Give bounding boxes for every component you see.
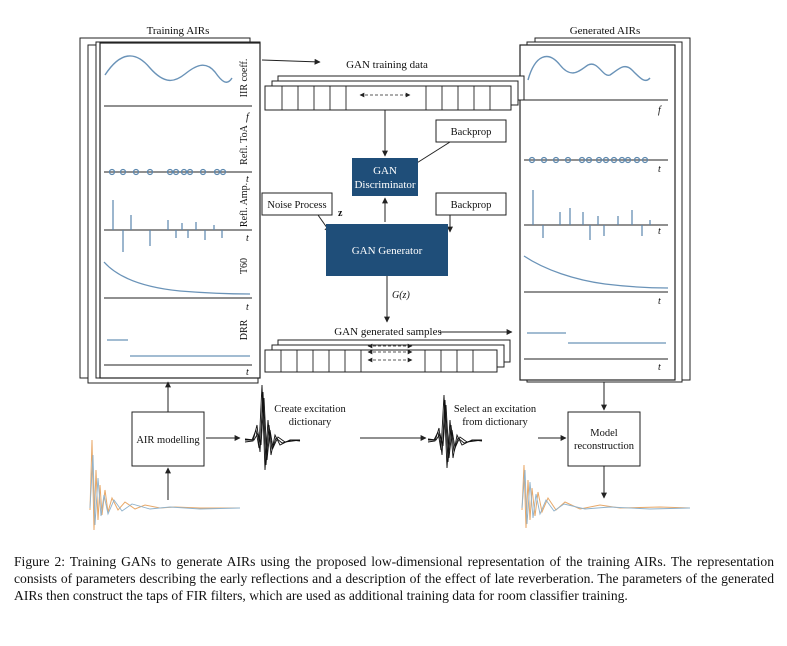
label-amp: Refl. Amp.: [239, 183, 250, 227]
gan-generator-box: [326, 224, 448, 276]
right-toa-panel: t: [524, 156, 668, 175]
label-t60: T60: [239, 258, 250, 274]
model-reconstruction-line1: Model: [590, 428, 617, 439]
gan-air-diagram: Training AIRs f IIR coeff. t Refl. ToA: [79, 25, 691, 531]
left-amp-panel: t Refl. Amp.: [104, 183, 252, 252]
svg-text:t: t: [246, 367, 249, 378]
svg-text:t: t: [658, 362, 661, 373]
label-drr: DRR: [239, 319, 250, 340]
left-drr-panel: t DRR: [104, 319, 252, 378]
select-excitation-line1: Select an excitation: [454, 404, 537, 415]
right-drr-panel: t: [524, 332, 668, 373]
model-reconstruction-line2: reconstruction: [574, 441, 635, 452]
svg-text:t: t: [246, 302, 249, 313]
figure-caption: Figure 2: Training GANs to generate AIRs…: [14, 554, 774, 603]
left-iir-panel: f IIR coeff.: [104, 55, 252, 123]
training-airs-stack: [79, 37, 261, 384]
svg-text:t: t: [658, 296, 661, 307]
excitation-waveform-1: [244, 384, 301, 471]
right-t60-panel: t: [523, 255, 669, 307]
create-excitation-line1: Create excitation: [274, 404, 346, 415]
gan-generated-samples-stack: [264, 339, 511, 373]
iir-curve: [104, 55, 233, 83]
right-amp-panel: t: [524, 190, 668, 240]
gz-label: G(z): [392, 290, 410, 301]
model-reconstruction-box: [567, 411, 641, 467]
noise-process-label: Noise Process: [267, 200, 326, 211]
input-air-waveform: [89, 439, 241, 531]
right-iir-panel: f: [524, 55, 668, 116]
svg-text:f: f: [658, 105, 662, 116]
gan-training-data-label: GAN training data: [346, 59, 428, 71]
label-iir: IIR coeff.: [239, 59, 250, 98]
backprop-top-box: [435, 119, 507, 143]
gan-generated-samples-label: GAN generated samples: [334, 326, 442, 338]
axis-f: f: [246, 112, 250, 123]
gan-discriminator-box: [352, 158, 418, 196]
backprop-top-label: Backprop: [451, 127, 492, 138]
generated-airs-title: Generated AIRs: [570, 25, 641, 37]
discriminator-line2: Discriminator: [354, 179, 415, 191]
z-label: z: [338, 208, 343, 219]
backprop-bottom-label: Backprop: [451, 200, 492, 211]
left-t60-panel: t T60: [103, 258, 252, 313]
output-air-waveform: [521, 464, 691, 529]
label-toa: Refl. ToA: [239, 124, 250, 164]
noise-process-box: [261, 192, 333, 216]
svg-text:t: t: [246, 233, 249, 244]
training-airs-title: Training AIRs: [147, 25, 210, 37]
generated-airs-stack: [519, 37, 691, 383]
svg-text:t: t: [658, 164, 661, 175]
svg-text:t: t: [658, 226, 661, 237]
backprop-bottom-box: [435, 192, 507, 216]
select-excitation-line2: from dictionary: [462, 417, 528, 428]
discriminator-line1: GAN: [373, 165, 397, 177]
excitation-waveform-2: [427, 394, 483, 469]
axis-t: t: [246, 174, 249, 185]
left-toa-panel: t Refl. ToA: [104, 124, 252, 185]
create-excitation-line2: dictionary: [289, 417, 332, 428]
generator-label: GAN Generator: [352, 245, 423, 257]
gan-training-data-stack: [264, 75, 525, 111]
air-modelling-label: AIR modelling: [136, 435, 200, 446]
